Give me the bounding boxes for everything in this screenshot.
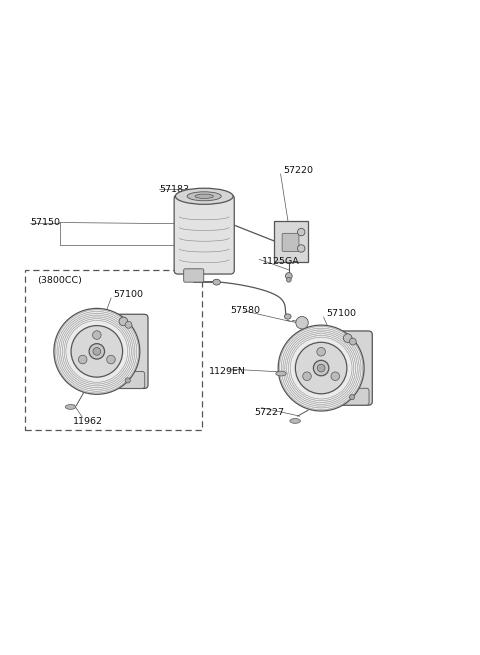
Circle shape [93,348,101,355]
FancyBboxPatch shape [275,221,308,262]
Circle shape [298,229,305,236]
Circle shape [298,245,305,252]
Circle shape [331,372,339,381]
FancyBboxPatch shape [338,388,369,405]
Circle shape [296,316,308,329]
Text: 57227: 57227 [254,408,284,417]
Circle shape [313,360,329,376]
Text: 57150: 57150 [30,218,60,227]
Circle shape [78,355,87,364]
Circle shape [303,372,312,381]
Circle shape [54,309,140,394]
Ellipse shape [195,194,214,198]
Circle shape [286,272,292,279]
FancyBboxPatch shape [282,233,299,252]
Ellipse shape [276,371,286,376]
Circle shape [317,364,325,372]
Circle shape [317,347,325,356]
Circle shape [287,277,291,282]
Ellipse shape [284,314,291,319]
Ellipse shape [187,192,221,200]
FancyBboxPatch shape [113,314,148,388]
Text: 57183: 57183 [159,185,189,194]
Circle shape [71,326,122,377]
Ellipse shape [65,405,76,409]
Text: 11962: 11962 [73,417,103,426]
Circle shape [125,378,131,383]
Circle shape [93,331,101,339]
Text: (3800CC): (3800CC) [37,276,82,285]
Text: 57580: 57580 [230,307,261,315]
Circle shape [107,355,115,364]
FancyBboxPatch shape [114,371,145,388]
Circle shape [125,322,132,328]
Circle shape [278,325,364,411]
FancyBboxPatch shape [337,331,372,405]
Text: 57100: 57100 [326,309,356,318]
Text: 1125GA: 1125GA [262,257,299,266]
Text: 57100: 57100 [114,290,144,299]
Ellipse shape [290,419,300,423]
Ellipse shape [175,188,233,204]
Circle shape [295,343,347,394]
Circle shape [349,394,355,400]
Circle shape [349,338,356,345]
Bar [25,271,202,430]
FancyBboxPatch shape [174,195,234,274]
Ellipse shape [213,279,220,285]
Circle shape [89,344,105,359]
FancyBboxPatch shape [184,269,204,282]
Text: 57220: 57220 [283,166,313,174]
Text: 1129EN: 1129EN [209,367,246,376]
Circle shape [343,334,352,343]
Circle shape [119,317,128,326]
